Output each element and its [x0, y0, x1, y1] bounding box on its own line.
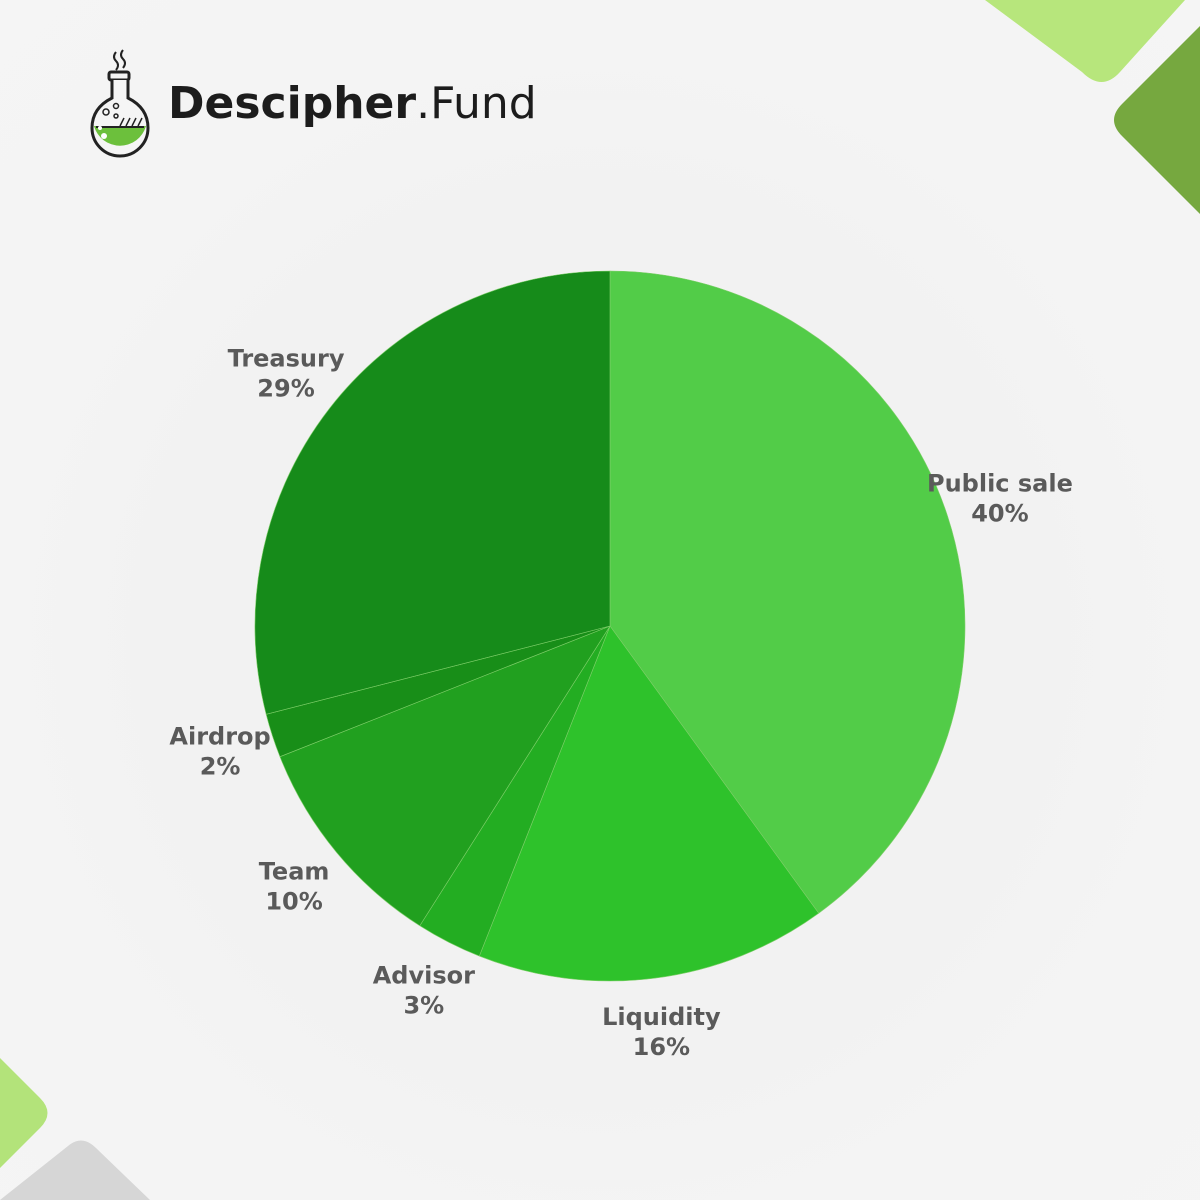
pie-label-value: 40% [971, 499, 1028, 527]
decor-shape-top-right-light [985, 0, 1185, 82]
pie-label-name: Advisor [373, 961, 475, 989]
pie-slice-treasury [254, 270, 611, 715]
decor-shape-top-right-dark [1114, 26, 1200, 214]
pie-label-liquidity: Liquidity 16% [602, 1003, 721, 1061]
decor-shape-bottom-left-grey [0, 1140, 150, 1200]
pie-label-name: Airdrop [169, 723, 270, 751]
pie-label-value: 29% [257, 375, 314, 403]
pie-label-name: Public sale [927, 469, 1073, 497]
decor-shape-bottom-left-green [0, 1058, 48, 1168]
pie-slice-team [279, 625, 611, 927]
pie-label-treasury: Treasury 29% [228, 345, 345, 403]
pie-label-airdrop: Airdrop 2% [169, 723, 270, 781]
pie-labels: Public sale 40%Liquidity 16%Advisor 3%Team 1… [169, 345, 1072, 1061]
flask-icon [86, 48, 156, 158]
pie-slice-liquidity [478, 625, 820, 982]
pie-label-value: 3% [403, 991, 444, 1019]
pie-label-value: 16% [633, 1033, 690, 1061]
pie-label-public-sale: Public sale 40% [927, 469, 1073, 527]
pie-label-name: Treasury [228, 345, 345, 373]
brand-logo: Descipher.Fund [86, 48, 537, 158]
pie-label-advisor: Advisor 3% [373, 961, 475, 1019]
brand-name-part1: Descipher [168, 77, 417, 129]
pie-label-team: Team 10% [259, 857, 330, 915]
pie-label-name: Team [259, 857, 330, 885]
pie-label-value: 2% [200, 753, 241, 781]
brand-name-part2: .Fund [416, 77, 537, 129]
pie-label-name: Liquidity [602, 1003, 721, 1031]
brand-name: Descipher.Fund [168, 78, 537, 129]
pie-label-value: 10% [265, 887, 322, 915]
pie-slices [254, 270, 966, 982]
pie-slice-public-sale [609, 270, 966, 914]
